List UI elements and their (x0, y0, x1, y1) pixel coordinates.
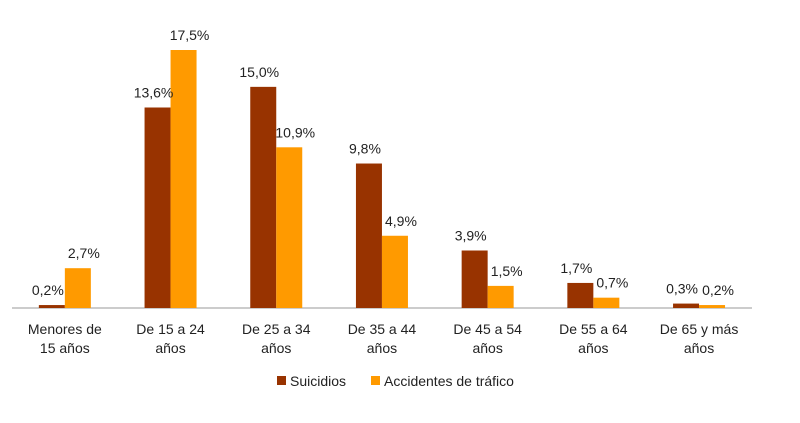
value-label: 17,5% (170, 27, 210, 43)
value-label: 9,8% (349, 141, 381, 157)
value-label: 1,7% (560, 260, 592, 276)
bar-suicidios-5 (567, 282, 594, 308)
value-label: 1,5% (491, 263, 523, 279)
value-label: 2,7% (68, 245, 100, 261)
value-label: 0,7% (596, 275, 628, 291)
category-label: años (261, 340, 291, 356)
legend-swatch (371, 376, 380, 385)
legend-label: Accidentes de tráfico (384, 373, 514, 389)
category-label: De 35 a 44 (348, 321, 417, 337)
legend-label: Suicidios (290, 373, 346, 389)
category-label: De 15 a 24 (136, 321, 205, 337)
legend: Suicidios Accidentes de tráfico (277, 373, 514, 389)
category-labels-layer: Menores de 15 años De 15 a 24 años De 25 a 3… (28, 321, 738, 356)
bar-suicidios-1 (144, 107, 171, 308)
value-label: 13,6% (134, 84, 174, 100)
category-label: De 25 a 34 (242, 321, 311, 337)
category-label: años (472, 340, 502, 356)
value-label: 0,2% (32, 282, 64, 298)
value-label: 4,9% (385, 213, 417, 229)
value-label: 3,9% (455, 228, 487, 244)
category-label: De 65 y más (660, 321, 739, 337)
bar-accidentes-de-tr-fico-0 (64, 268, 91, 308)
bar-accidentes-de-tr-fico-1 (170, 50, 197, 308)
value-labels-layer: 0,2% 2,7% 13,6% 17,5% 15,0% 10,9% 9,8% 4,9% 3,9%… (32, 27, 734, 298)
bar-suicidios-3 (355, 163, 382, 308)
legend-swatch (277, 376, 286, 385)
category-label: años (578, 340, 608, 356)
category-label: Menores de (28, 321, 102, 337)
value-label: 0,3% (666, 281, 698, 297)
bar-accidentes-de-tr-fico-2 (276, 147, 303, 308)
bar-accidentes-de-tr-fico-3 (381, 235, 408, 308)
category-label: De 45 a 54 (453, 321, 522, 337)
value-label: 15,0% (239, 64, 279, 80)
bar-accidentes-de-tr-fico-6 (699, 305, 726, 308)
category-label: 15 años (40, 340, 90, 356)
category-label: años (155, 340, 185, 356)
value-label: 10,9% (275, 124, 315, 140)
category-label: años (684, 340, 714, 356)
category-label: años (367, 340, 397, 356)
bar-suicidios-4 (461, 250, 488, 308)
bars-layer (38, 50, 726, 308)
bar-accidentes-de-tr-fico-4 (487, 285, 514, 308)
bar-suicidios-6 (673, 303, 700, 308)
bar-accidentes-de-tr-fico-5 (593, 297, 620, 308)
bar-suicidios-0 (38, 305, 65, 308)
category-label: De 55 a 64 (559, 321, 628, 337)
value-label: 0,2% (702, 282, 734, 298)
bar-suicidios-2 (250, 86, 277, 308)
